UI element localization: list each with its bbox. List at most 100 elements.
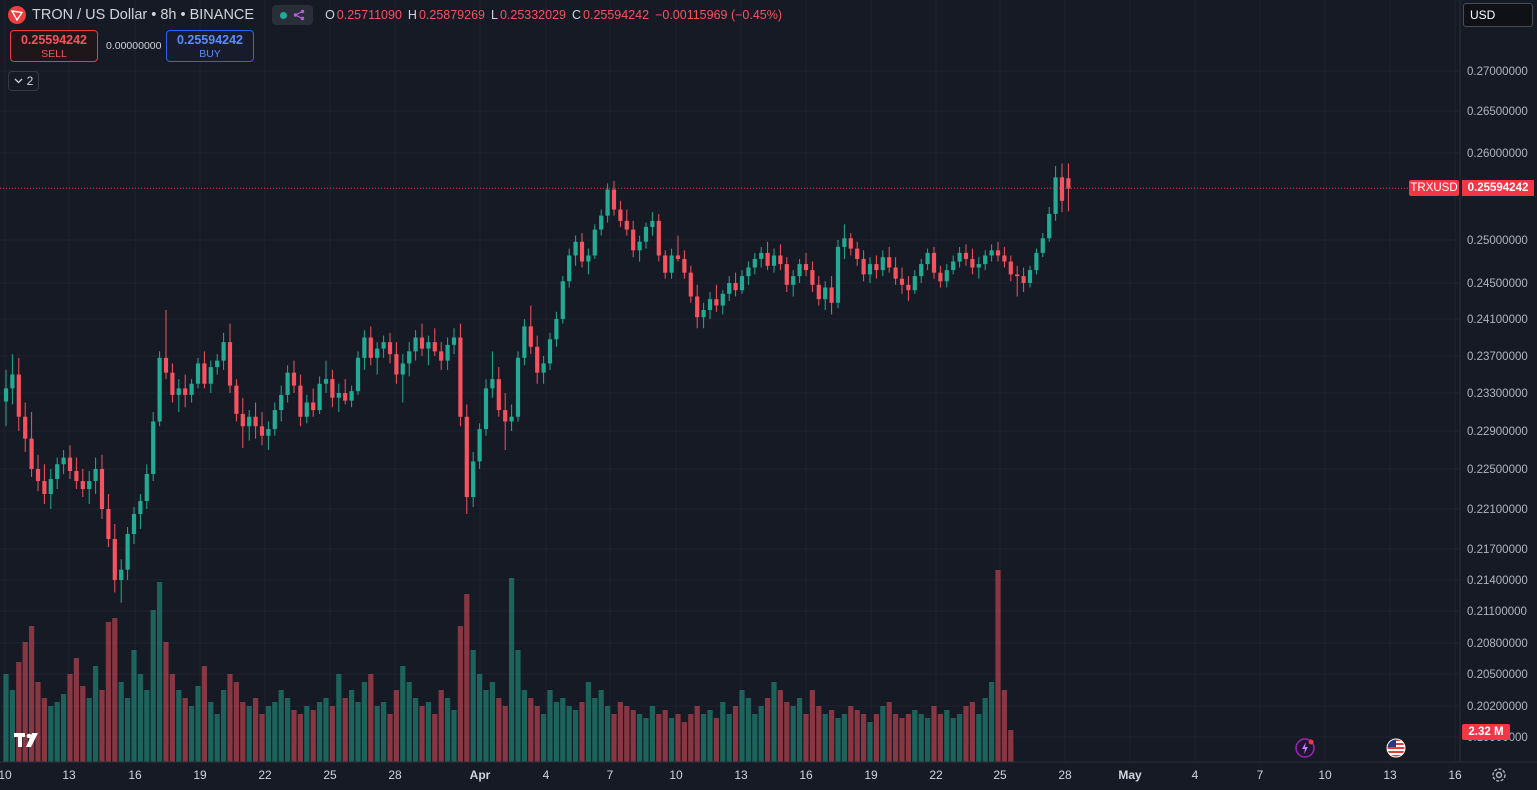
candle-body <box>759 252 764 259</box>
volume-bar <box>413 698 419 762</box>
candle-body <box>650 220 655 227</box>
chart-grid <box>0 0 1460 762</box>
tron-logo-icon[interactable] <box>8 6 26 24</box>
candle-body <box>35 469 41 481</box>
candle-body <box>125 534 130 570</box>
spread-value: 0.00000000 <box>106 40 162 52</box>
price-scale: 0.27000000 0.26500000 0.26000000 0.25000000… <box>1467 66 1528 744</box>
volume-bar <box>349 690 355 762</box>
volume-bar <box>611 714 617 762</box>
candle-body <box>951 261 956 271</box>
market-status-dot <box>280 11 288 19</box>
settings-icon[interactable] <box>1490 766 1508 784</box>
volume-bar <box>189 706 195 762</box>
candle-body <box>119 569 124 580</box>
volume-bar <box>310 710 316 762</box>
candle-body <box>547 339 553 364</box>
volume-bar <box>790 706 796 762</box>
candle-body <box>803 264 809 271</box>
buy-button[interactable]: 0.25594242 BUY <box>166 30 254 62</box>
price-label: 0.23300000 <box>1467 388 1528 400</box>
candle-body <box>944 270 949 282</box>
volume-bar <box>733 706 739 762</box>
candle-body <box>400 363 405 375</box>
volume-bar <box>765 698 771 762</box>
volume-bar <box>989 682 995 762</box>
volume-bar <box>125 698 131 762</box>
volume-bar <box>496 698 502 762</box>
symbol-legend: TRON / US Dollar • 8h • BINANCE O 0.25711… <box>8 4 786 26</box>
volume-bar <box>233 682 239 762</box>
time-label: 19 <box>193 768 207 782</box>
low-value: 0.25332029 <box>499 8 566 22</box>
candle-body <box>912 276 917 291</box>
candle-body <box>874 264 879 271</box>
tradingview-logo[interactable] <box>12 729 46 751</box>
time-label: 13 <box>1383 768 1397 782</box>
candle-body <box>387 342 393 355</box>
candle-body <box>291 372 297 386</box>
price-label: 0.26500000 <box>1467 106 1528 118</box>
candle-body <box>330 379 335 398</box>
volume-bar <box>528 698 534 762</box>
time-label: 25 <box>323 768 337 782</box>
candle-body <box>407 351 412 364</box>
volume-bar <box>637 714 643 762</box>
time-label: 7 <box>1257 768 1264 782</box>
candle-body <box>439 351 444 361</box>
time-label: 16 <box>799 768 813 782</box>
candle-body <box>810 270 815 285</box>
candle-body <box>880 257 885 271</box>
us-flag-icon[interactable] <box>1386 738 1406 758</box>
candle-body <box>592 229 597 256</box>
volume-bar <box>701 714 707 762</box>
candle-body <box>714 299 719 306</box>
candle-body <box>963 252 969 259</box>
symbol-title[interactable]: TRON / US Dollar • 8h • BINANCE <box>32 7 255 23</box>
price-label: 0.20800000 <box>1467 638 1528 650</box>
candle-body <box>496 379 501 411</box>
volume-bar <box>937 714 943 762</box>
time-label: 16 <box>128 768 142 782</box>
candle-body <box>176 388 181 395</box>
time-label: 13 <box>62 768 76 782</box>
low-key: L <box>491 8 498 22</box>
volume-bar <box>169 674 175 762</box>
volume-bar <box>547 690 553 762</box>
volume-bar <box>509 578 515 762</box>
sell-label: SELL <box>41 47 67 60</box>
candle-body <box>48 479 53 494</box>
indicators-collapse-button[interactable]: 2 <box>8 71 39 91</box>
candle-body <box>688 272 693 297</box>
volume-bar <box>899 718 905 762</box>
high-value: 0.25879269 <box>418 8 485 22</box>
candle-body <box>1015 274 1020 277</box>
candle-body <box>1008 261 1013 275</box>
candle-body <box>42 481 47 494</box>
candle-body <box>394 354 399 375</box>
volume-bar <box>944 710 950 762</box>
lightning-icon[interactable] <box>1295 738 1315 758</box>
candle-body <box>381 342 386 349</box>
candle-body <box>426 342 431 349</box>
volume-bar <box>534 706 540 762</box>
candle-body <box>195 363 201 384</box>
candle-body <box>362 337 367 358</box>
sell-button[interactable]: 0.25594242 SELL <box>10 30 98 62</box>
time-label: 7 <box>607 768 614 782</box>
candle-body <box>1027 270 1033 283</box>
time-label: 13 <box>734 768 748 782</box>
candle-body <box>458 337 463 417</box>
volume-bar <box>54 702 60 762</box>
volume-bar <box>221 690 227 762</box>
currency-select[interactable]: USD <box>1463 3 1533 27</box>
candle-body <box>586 255 591 262</box>
volume-bar <box>483 690 489 762</box>
volume-bar <box>291 710 297 762</box>
volume-bar <box>425 702 431 762</box>
volume-bar <box>80 686 86 762</box>
candle-body <box>611 189 617 210</box>
market-status[interactable] <box>272 5 314 25</box>
candle-body <box>605 189 610 216</box>
